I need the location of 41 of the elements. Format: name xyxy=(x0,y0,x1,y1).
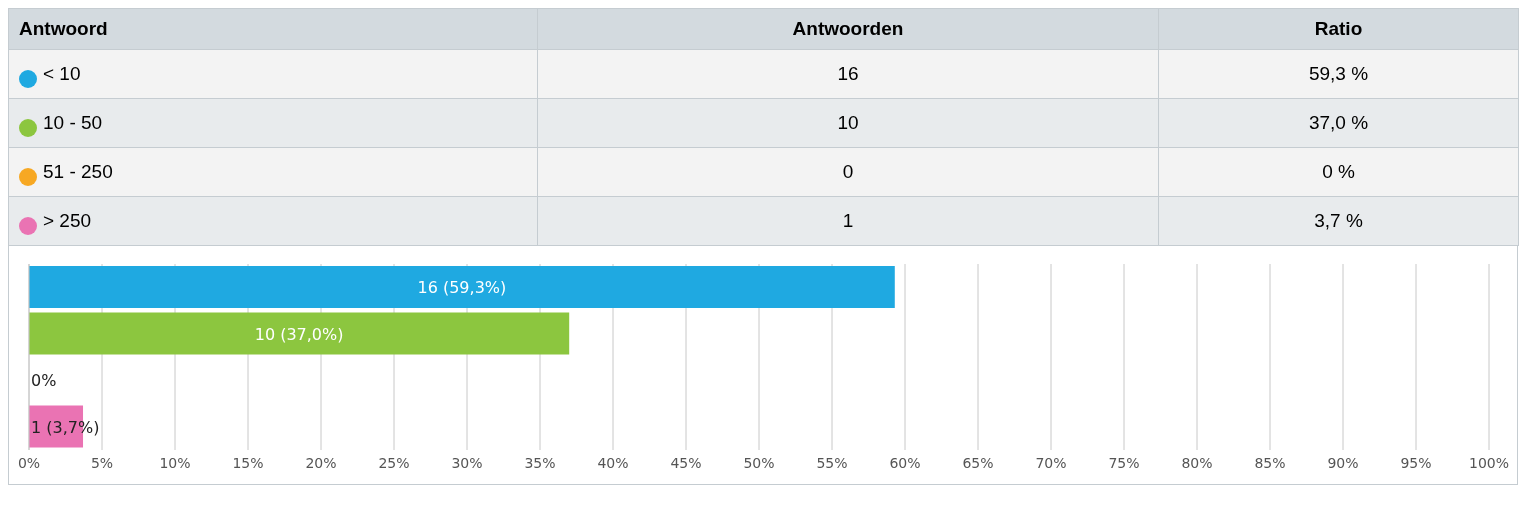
x-tick-label: 85% xyxy=(1254,454,1286,471)
x-tick-label: 45% xyxy=(670,454,702,471)
x-tick-label: 30% xyxy=(451,454,483,471)
text: 59,3 % xyxy=(1158,49,1519,99)
x-tick-label: 50% xyxy=(743,454,775,471)
data-label: 16 (59,3%) xyxy=(417,278,507,297)
text: 16 xyxy=(537,49,1159,99)
text: 0 xyxy=(537,147,1159,197)
data-label: 10 (37,0%) xyxy=(254,324,344,344)
bar xyxy=(29,312,570,355)
x-tick-label: 5% xyxy=(90,454,114,471)
text: Ratio xyxy=(1158,8,1519,50)
x-tick-label: 70% xyxy=(1035,454,1067,471)
x-tick-label: 60% xyxy=(889,454,921,471)
x-tick-label: 90% xyxy=(1327,454,1359,471)
text: < 10 xyxy=(8,49,538,99)
text: 3,7 % xyxy=(1158,196,1519,246)
x-tick-label: 20% xyxy=(305,454,337,471)
text: 37,0 % xyxy=(1158,98,1519,148)
data-label: 0% xyxy=(31,371,57,390)
x-tick-label: 0% xyxy=(17,454,41,471)
x-tick-label: 25% xyxy=(378,454,410,471)
text: Antwoord xyxy=(8,8,538,50)
x-tick-label: 15% xyxy=(232,454,264,471)
text: 1 xyxy=(537,196,1159,246)
x-tick-label: 75% xyxy=(1108,454,1140,471)
text: 10 - 50 xyxy=(8,98,538,148)
text: > 250 xyxy=(8,196,538,246)
text: Antwoorden xyxy=(537,8,1159,50)
x-tick-label: 35% xyxy=(524,454,556,471)
x-tick-label: 100% xyxy=(1468,454,1510,471)
x-tick-label: 95% xyxy=(1400,454,1432,471)
bar xyxy=(29,266,895,308)
x-tick-label: 40% xyxy=(597,454,629,471)
text: 51 - 250 xyxy=(8,147,538,197)
text: 0 % xyxy=(1158,147,1519,197)
x-tick-label: 10% xyxy=(159,454,191,471)
x-tick-label: 55% xyxy=(816,454,848,471)
x-tick-label: 65% xyxy=(962,454,994,471)
text: 10 xyxy=(537,98,1159,148)
x-tick-label: 80% xyxy=(1181,454,1213,471)
